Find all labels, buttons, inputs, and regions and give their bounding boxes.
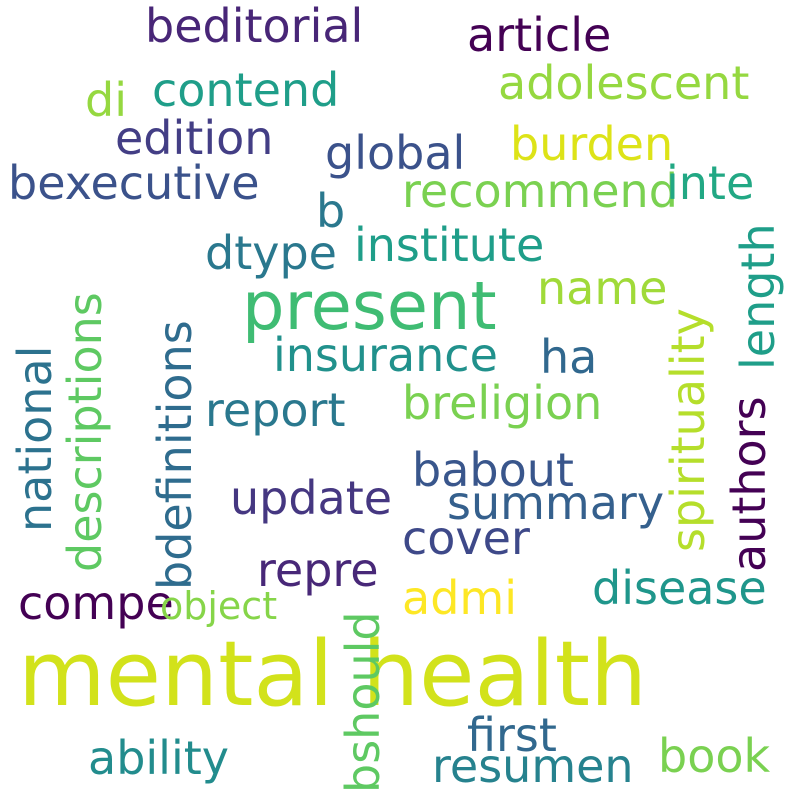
word-compe: compe [18,576,174,630]
word-resumen: resumen [432,739,634,793]
word-update: update [230,471,393,525]
word-babout: babout [412,443,574,497]
word-institute: institute [354,218,545,272]
word-burden: burden [510,117,674,171]
word-adolescent: adolescent [498,56,750,110]
word-di: di [85,73,127,127]
word-authors: authors [722,396,776,572]
word-present: present [242,267,497,345]
word-national: national [8,345,62,532]
word-report: report [205,383,346,437]
word-inte: inte [666,156,755,210]
word-dtype: dtype [205,226,337,280]
word-disease: disease [592,561,767,615]
word-summary: summary [447,476,665,530]
word-global: global [325,126,466,180]
word-object: object [160,584,278,628]
word-bshould: bshould [336,611,390,793]
word-recommend: recommend [402,164,678,218]
word-beditorial: beditorial [145,0,364,53]
word-breligion: breligion [402,376,603,430]
word-cover: cover [402,511,530,565]
word-length: length [731,223,785,370]
word-ability: ability [88,731,229,785]
word-descriptions: descriptions [58,292,112,572]
word-repre: repre [257,543,379,597]
word-spirituality: spirituality [661,308,715,552]
word-ha: ha [540,330,598,384]
word-b: b [316,184,346,238]
word-edition: edition [115,111,274,165]
word-book: book [658,729,771,783]
word-article: article [467,8,612,62]
word-contend: contend [152,63,340,117]
word-insurance: insurance [273,328,498,382]
word-name: name [537,261,668,315]
word-bexecutive: bexecutive [8,156,260,210]
word-admi: admi [402,571,517,625]
word-mental-health: mental health [18,622,648,727]
word-bdefinitions: bdefinitions [148,320,202,590]
word-first: first [467,708,557,762]
